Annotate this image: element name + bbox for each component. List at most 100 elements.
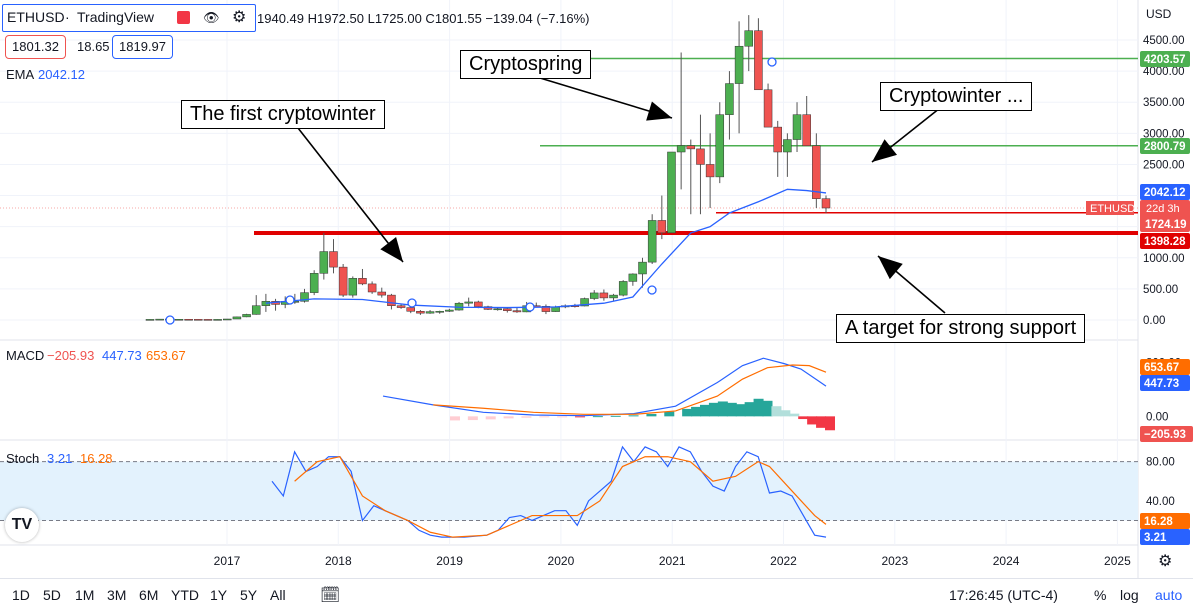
price-label-ema-bg — [1140, 184, 1190, 200]
price-label-1398-bg — [1140, 233, 1190, 249]
candle-body — [676, 145, 686, 153]
candle-body — [425, 311, 435, 314]
spread-value: 18.65 — [77, 39, 110, 54]
candle-body — [416, 311, 425, 314]
candle-body — [406, 307, 415, 312]
candle-body — [512, 310, 522, 313]
macd-histogram-bar — [646, 413, 657, 417]
candle-body — [696, 148, 705, 165]
y-tick-label: 1000.00 — [1143, 253, 1185, 265]
timeframe-5d[interactable]: 5D — [43, 587, 61, 603]
candle-body — [464, 301, 473, 304]
candle-body — [329, 251, 338, 268]
arrow-first-cryptowinter — [297, 127, 404, 263]
candle-body — [705, 164, 715, 178]
candle-body — [387, 294, 396, 306]
macd-histogram-bar — [735, 404, 746, 417]
y-tick-label: 4500.00 — [1143, 35, 1185, 47]
auto-toggle[interactable]: auto — [1155, 587, 1183, 603]
symbol-separator: · — [65, 9, 70, 25]
symbol-name[interactable]: ETHUSD — [7, 9, 65, 25]
ema-value: 2042.12 — [38, 67, 85, 82]
macd-label[interactable]: MACD — [6, 348, 45, 363]
macd-histogram-bar — [664, 411, 675, 417]
flag-icon[interactable] — [177, 11, 190, 24]
ask-price[interactable]: 1819.97 — [112, 35, 173, 59]
timeframe-1y[interactable]: 1Y — [210, 587, 228, 603]
callout-first-cryptowinter: The first cryptowinter — [181, 100, 385, 129]
macd-histogram-bar — [450, 416, 460, 421]
timeframe-3m[interactable]: 3M — [107, 587, 127, 603]
candle-body — [213, 319, 222, 321]
candle-body — [551, 306, 560, 312]
candle-body — [348, 278, 358, 296]
macd-line-value: 447.73 — [102, 348, 142, 363]
log-toggle[interactable]: log — [1120, 587, 1139, 603]
candle-body — [599, 292, 609, 299]
candle-body — [725, 83, 734, 115]
clock-time[interactable]: 17:26:45 (UTC-4) — [949, 587, 1058, 603]
macd-line — [382, 357, 827, 417]
candle-body — [223, 318, 232, 321]
price-label-2800: 2800.79 — [1144, 141, 1186, 153]
ema-label[interactable]: EMA — [6, 67, 35, 82]
candle-body — [300, 292, 309, 302]
y-tick-label: 0.00 — [1143, 315, 1165, 327]
timeframe-6m[interactable]: 6M — [139, 587, 159, 603]
timeframe-1d[interactable]: 1D — [12, 587, 30, 603]
macd-histogram-bar — [744, 402, 755, 417]
x-tick-label: 2019 — [436, 554, 463, 568]
price-label-ema: 2042.12 — [1144, 187, 1186, 199]
stoch-label-k: 3.21 — [1144, 532, 1167, 544]
tradingview-logo[interactable]: TV — [5, 508, 39, 542]
candle-body — [638, 261, 647, 275]
price-label-countdown: 22d 3h — [1146, 203, 1180, 215]
timeframe-ytd[interactable]: YTD — [171, 587, 199, 603]
candle-body — [396, 305, 406, 308]
ethusd-tag-bg — [1086, 201, 1134, 215]
candle-body — [319, 251, 329, 274]
eye-icon[interactable]: 👁 — [203, 10, 220, 25]
settings-icon[interactable]: ⚙ — [232, 9, 247, 26]
candle-body — [145, 319, 155, 321]
candle-body — [744, 30, 753, 47]
macd-histogram-bar — [467, 416, 478, 421]
date-range-icon[interactable]: 🗓 — [320, 587, 341, 604]
candle-body — [261, 301, 271, 306]
y-tick-label: 3000.00 — [1143, 128, 1185, 140]
candle-body — [609, 294, 618, 299]
candle-body — [715, 114, 725, 178]
event-marker — [647, 285, 657, 295]
percent-toggle[interactable]: % — [1094, 587, 1107, 603]
bid-price[interactable]: 1801.32 — [5, 35, 66, 59]
macd-histogram-bar — [780, 410, 791, 417]
stoch-band — [0, 461, 1138, 521]
candle-body — [377, 291, 387, 296]
candle-body — [242, 314, 251, 318]
timeframe-all[interactable]: All — [270, 587, 286, 603]
arrow-cryptowinter-head — [872, 139, 898, 162]
macd-histogram-bar — [592, 416, 603, 418]
macd-histogram-bar — [816, 416, 827, 428]
candle-body — [194, 319, 203, 321]
price-label-1398: 1398.28 — [1144, 236, 1186, 248]
y-tick-label: 2500.00 — [1143, 159, 1185, 171]
candle-body — [541, 306, 551, 312]
candle-body — [821, 198, 831, 209]
data-source[interactable]: TradingView — [77, 9, 155, 25]
candle-body — [618, 281, 628, 296]
macd-histogram-bar — [807, 416, 818, 425]
macd-label-signal: 653.67 — [1144, 362, 1179, 374]
y-tick-label: 4000.00 — [1143, 66, 1185, 78]
stoch-y-tick: 80.00 — [1146, 457, 1175, 469]
x-tick-label: 2017 — [214, 554, 241, 568]
macd-histogram-bar — [798, 416, 809, 420]
candle-body — [657, 220, 667, 234]
currency-label[interactable]: USD — [1146, 7, 1172, 21]
candle-body — [589, 292, 599, 299]
macd-histogram-bar — [726, 402, 737, 417]
symbol-header[interactable]: ETHUSD · TradingView 👁 ⚙ — [2, 4, 256, 32]
timeframe-5y[interactable]: 5Y — [240, 587, 258, 603]
stoch-label[interactable]: Stoch — [6, 451, 40, 466]
timeframe-1m[interactable]: 1M — [75, 587, 95, 603]
